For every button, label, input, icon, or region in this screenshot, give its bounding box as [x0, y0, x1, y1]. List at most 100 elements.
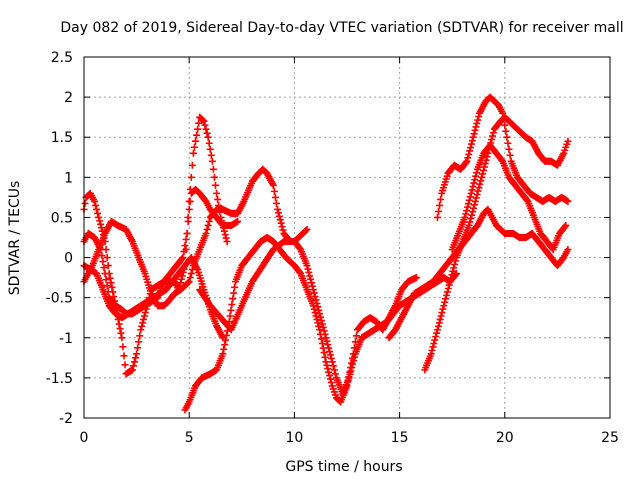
data-point-marker — [186, 274, 194, 282]
data-point-marker — [109, 288, 117, 296]
data-point-marker — [269, 181, 277, 189]
data-point-marker — [326, 372, 334, 380]
data-point-marker — [438, 309, 446, 317]
data-point-marker — [209, 165, 217, 173]
data-point-marker — [117, 329, 125, 337]
data-point-marker — [234, 217, 242, 225]
data-point-marker — [464, 154, 472, 162]
data-point-marker — [451, 260, 459, 268]
data-point-marker — [135, 338, 143, 346]
data-point-marker — [279, 226, 287, 234]
y-tick-label: 0 — [64, 251, 73, 267]
data-point-marker — [185, 278, 193, 286]
data-point-marker — [442, 291, 450, 299]
data-point-marker — [317, 313, 325, 321]
data-point-marker — [317, 335, 325, 343]
data-point-marker — [327, 378, 335, 386]
data-point-marker — [324, 341, 332, 349]
data-point-marker — [142, 305, 150, 313]
data-point-marker — [328, 358, 336, 366]
data-point-marker — [141, 309, 149, 317]
data-point-marker — [194, 125, 202, 133]
data-point-marker — [182, 236, 190, 244]
data-point-marker — [468, 211, 476, 219]
data-point-marker — [325, 368, 333, 376]
data-point-marker — [177, 275, 185, 283]
data-point-marker — [471, 197, 479, 205]
data-point-marker — [452, 257, 460, 265]
y-tick-label: 1 — [64, 170, 73, 186]
data-point-marker — [97, 220, 105, 228]
data-point-marker — [329, 362, 337, 370]
y-tick-label: -0.5 — [46, 291, 73, 307]
data-point-marker — [330, 366, 338, 374]
data-point-marker — [112, 302, 120, 310]
series-track — [196, 238, 460, 398]
data-point-marker — [100, 264, 108, 272]
data-point-marker — [309, 302, 317, 310]
data-point-marker — [115, 320, 123, 328]
y-tick-label: 0.5 — [51, 210, 73, 226]
data-point-marker — [412, 274, 420, 282]
data-point-marker — [311, 293, 319, 301]
y-tick-label: 2 — [64, 90, 73, 106]
data-point-marker — [96, 217, 104, 225]
data-point-marker — [277, 219, 285, 227]
data-point-marker — [318, 340, 326, 348]
data-point-marker — [316, 326, 324, 334]
data-point-marker — [202, 229, 210, 237]
data-point-marker — [119, 343, 127, 351]
data-point-marker — [305, 268, 313, 276]
data-point-marker — [312, 296, 320, 304]
data-point-marker — [205, 217, 213, 225]
data-point-marker — [178, 255, 186, 263]
data-point-marker — [274, 209, 282, 217]
data-point-marker — [488, 136, 496, 144]
data-point-marker — [442, 295, 450, 303]
data-point-marker — [314, 319, 322, 327]
y-tick-label: -1.5 — [46, 371, 73, 387]
series-track — [433, 93, 572, 221]
data-point-marker — [274, 205, 282, 213]
data-point-marker — [185, 197, 193, 205]
data-point-marker — [435, 207, 443, 215]
data-point-marker — [472, 123, 480, 131]
plot-frame — [83, 56, 611, 419]
data-point-marker — [320, 327, 328, 335]
data-point-marker — [469, 183, 477, 191]
data-point-marker — [317, 317, 325, 325]
x-tick-label: 5 — [185, 430, 194, 446]
data-point-marker — [103, 282, 111, 290]
data-point-marker — [220, 227, 228, 235]
data-point-marker — [472, 194, 480, 202]
data-point-marker — [311, 309, 319, 317]
data-point-marker — [322, 358, 330, 366]
data-point-marker — [480, 163, 488, 171]
data-point-marker — [270, 187, 278, 195]
data-point-marker — [181, 242, 189, 250]
series-track — [181, 234, 420, 414]
data-point-marker — [427, 350, 435, 358]
data-point-marker — [226, 312, 234, 320]
y-tick-label: 1.5 — [51, 130, 73, 146]
data-point-marker — [483, 153, 491, 161]
data-point-marker — [182, 246, 190, 254]
data-point-marker — [433, 326, 441, 334]
data-point-marker — [473, 119, 481, 127]
data-point-marker — [106, 274, 114, 282]
data-point-marker — [275, 212, 283, 220]
data-point-marker — [314, 303, 322, 311]
data-point-marker — [447, 274, 455, 282]
data-point-marker — [488, 132, 496, 140]
data-point-marker — [111, 297, 119, 305]
data-point-marker — [99, 258, 107, 266]
data-point-marker — [188, 161, 196, 169]
data-point-marker — [320, 349, 328, 357]
data-point-marker — [321, 353, 329, 361]
data-point-marker — [467, 215, 475, 223]
x-tick-label: 20 — [496, 430, 514, 446]
data-point-marker — [192, 137, 200, 145]
data-point-marker — [348, 364, 356, 372]
data-point-marker — [108, 283, 116, 291]
data-point-marker — [470, 179, 478, 187]
